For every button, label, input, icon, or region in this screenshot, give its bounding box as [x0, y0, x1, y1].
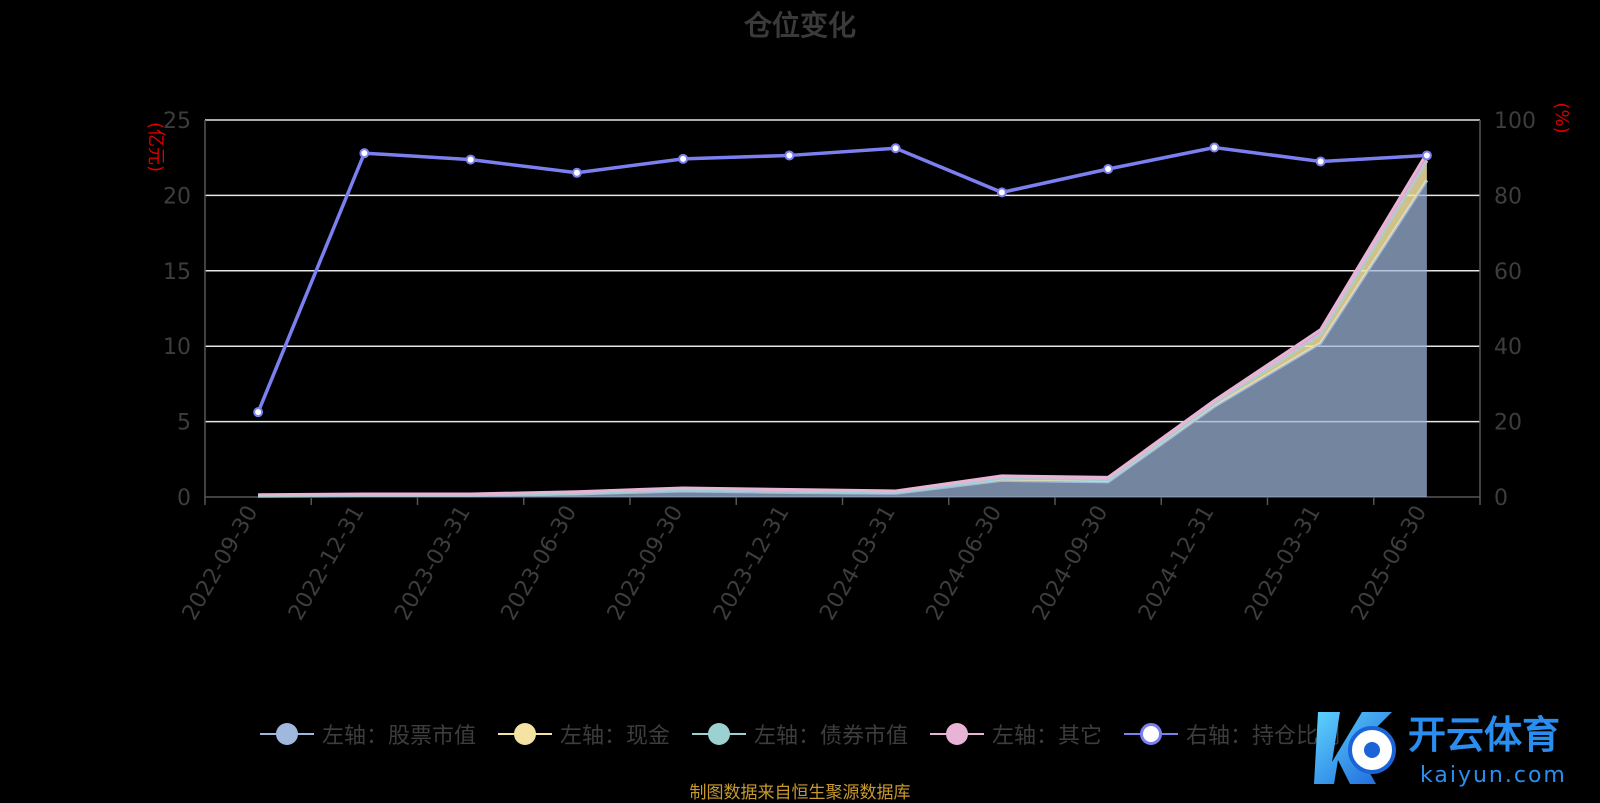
source-note: 制图数据来自恒生聚源数据库 — [689, 783, 911, 803]
ratio-point — [571, 167, 582, 178]
x-tick-label: 2025-03-31 — [1240, 502, 1326, 625]
left-tick-label: 0 — [177, 486, 191, 511]
x-tick-label: 2024-06-30 — [921, 502, 1007, 625]
x-tick-label: 2022-12-31 — [284, 502, 370, 625]
right-tick-label: 60 — [1494, 260, 1522, 285]
right-axis-unit: (%) — [1551, 102, 1572, 133]
x-tick-label: 2022-09-30 — [178, 502, 264, 625]
x-tick-label: 2023-03-31 — [390, 502, 476, 625]
ratio-point — [1209, 142, 1220, 153]
ratio-point — [1315, 156, 1326, 167]
left-tick-label: 15 — [163, 260, 191, 285]
left-tick-label: 25 — [163, 109, 191, 134]
ratio-line-path — [256, 145, 1427, 413]
x-tick-label: 2023-06-30 — [496, 502, 582, 625]
right-tick-label: 0 — [1494, 486, 1508, 511]
x-tick-label: 2024-09-30 — [1028, 502, 1114, 625]
ratio-point — [1421, 150, 1432, 161]
ratio-line — [253, 142, 1432, 418]
ratio-point — [678, 153, 689, 164]
ratio-point — [890, 143, 901, 154]
left-tick-label: 10 — [163, 335, 191, 360]
left-tick-label: 20 — [163, 184, 191, 209]
legend-label: 右轴：持仓比例 — [1186, 724, 1341, 749]
ratio-point — [996, 187, 1007, 198]
stacked-areas — [258, 152, 1429, 498]
legend-swatch — [1124, 722, 1179, 746]
legend-item[interactable]: 右轴：持仓比例 — [1124, 718, 1340, 750]
legend-item[interactable]: 左轴：债券市值 — [691, 718, 908, 750]
watermark-logo: 开云体育 kaiyun.com — [1314, 712, 1567, 788]
ratio-point — [359, 148, 370, 159]
ratio-point — [253, 407, 264, 418]
ratio-point — [784, 150, 795, 161]
area-1 — [258, 180, 1427, 497]
legend-label: 左轴：股票市值 — [321, 724, 476, 749]
x-tick-label: 2025-06-30 — [1346, 502, 1432, 625]
chart-title: 仓位变化 — [743, 9, 856, 42]
right-tick-label: 80 — [1494, 184, 1522, 209]
legend-label: 左轴：债券市值 — [753, 724, 908, 749]
legend-swatch — [497, 722, 552, 746]
legend: 左轴：股票市值 左轴：现金 左轴：债券市值 左轴：其它 右轴：持仓比例 — [0, 718, 1600, 750]
legend-swatch — [691, 722, 746, 746]
right-tick-label: 40 — [1494, 335, 1522, 360]
legend-item[interactable]: 左轴：股票市值 — [259, 718, 476, 750]
area-top-line-4 — [258, 152, 1429, 497]
legend-swatch — [930, 722, 984, 746]
legend-label: 左轴：其它 — [992, 724, 1103, 749]
ratio-point — [465, 154, 476, 165]
legend-item[interactable]: 左轴：其它 — [930, 718, 1102, 750]
watermark-domain: kaiyun.com — [1420, 763, 1567, 788]
x-tick-label: 2024-12-31 — [1134, 502, 1220, 625]
left-tick-label: 5 — [177, 411, 191, 436]
watermark-text: 开云体育 — [1408, 713, 1560, 757]
left-axis-unit: (亿元) — [145, 122, 166, 172]
right-tick-label: 20 — [1494, 411, 1522, 436]
x-tick-label: 2023-12-31 — [709, 502, 795, 625]
legend-label: 左轴：现金 — [559, 724, 670, 749]
legend-swatch — [259, 722, 314, 746]
legend-item[interactable]: 左轴：现金 — [497, 718, 670, 750]
ratio-point — [1103, 164, 1114, 175]
right-tick-label: 100 — [1494, 109, 1536, 134]
x-tick-label: 2024-03-31 — [815, 502, 901, 625]
x-tick-label: 2023-09-30 — [603, 502, 689, 625]
